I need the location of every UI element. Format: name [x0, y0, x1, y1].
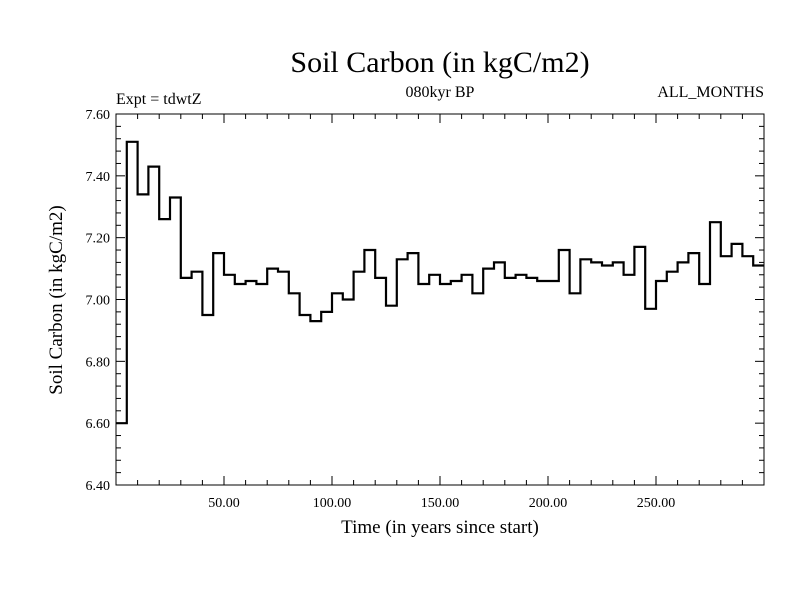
series-line	[116, 140, 764, 425]
months-label: ALL_MONTHS	[657, 84, 764, 101]
y-axis: 6.40 6.60 6.80 7.00 7.20 7.40 7.60	[86, 108, 764, 494]
x-tick-label: 150.00	[421, 496, 460, 511]
x-tick-label: 50.00	[208, 496, 240, 511]
x-axis: 50.00 100.00 150.00 200.00 250.00	[137, 114, 743, 511]
y-tick-label: 6.60	[86, 417, 111, 432]
y-tick-label: 6.40	[86, 479, 111, 494]
y-tick-label: 6.80	[86, 355, 111, 370]
x-tick-label: 250.00	[637, 496, 676, 511]
chart-subtitle: 080kyr BP	[406, 84, 475, 101]
chart-title: Soil Carbon (in kgC/m2)	[290, 46, 589, 79]
y-tick-label: 7.00	[86, 294, 111, 309]
x-tick-label: 200.00	[529, 496, 568, 511]
x-axis-label: Time (in years since start)	[341, 517, 539, 538]
y-tick-label: 7.40	[86, 170, 111, 185]
y-axis-label: Soil Carbon (in kgC/m2)	[46, 205, 67, 394]
x-tick-label: 100.00	[313, 496, 352, 511]
experiment-label: Expt = tdwtZ	[116, 91, 201, 108]
y-tick-label: 7.60	[86, 108, 111, 123]
y-tick-label: 7.20	[86, 232, 111, 247]
